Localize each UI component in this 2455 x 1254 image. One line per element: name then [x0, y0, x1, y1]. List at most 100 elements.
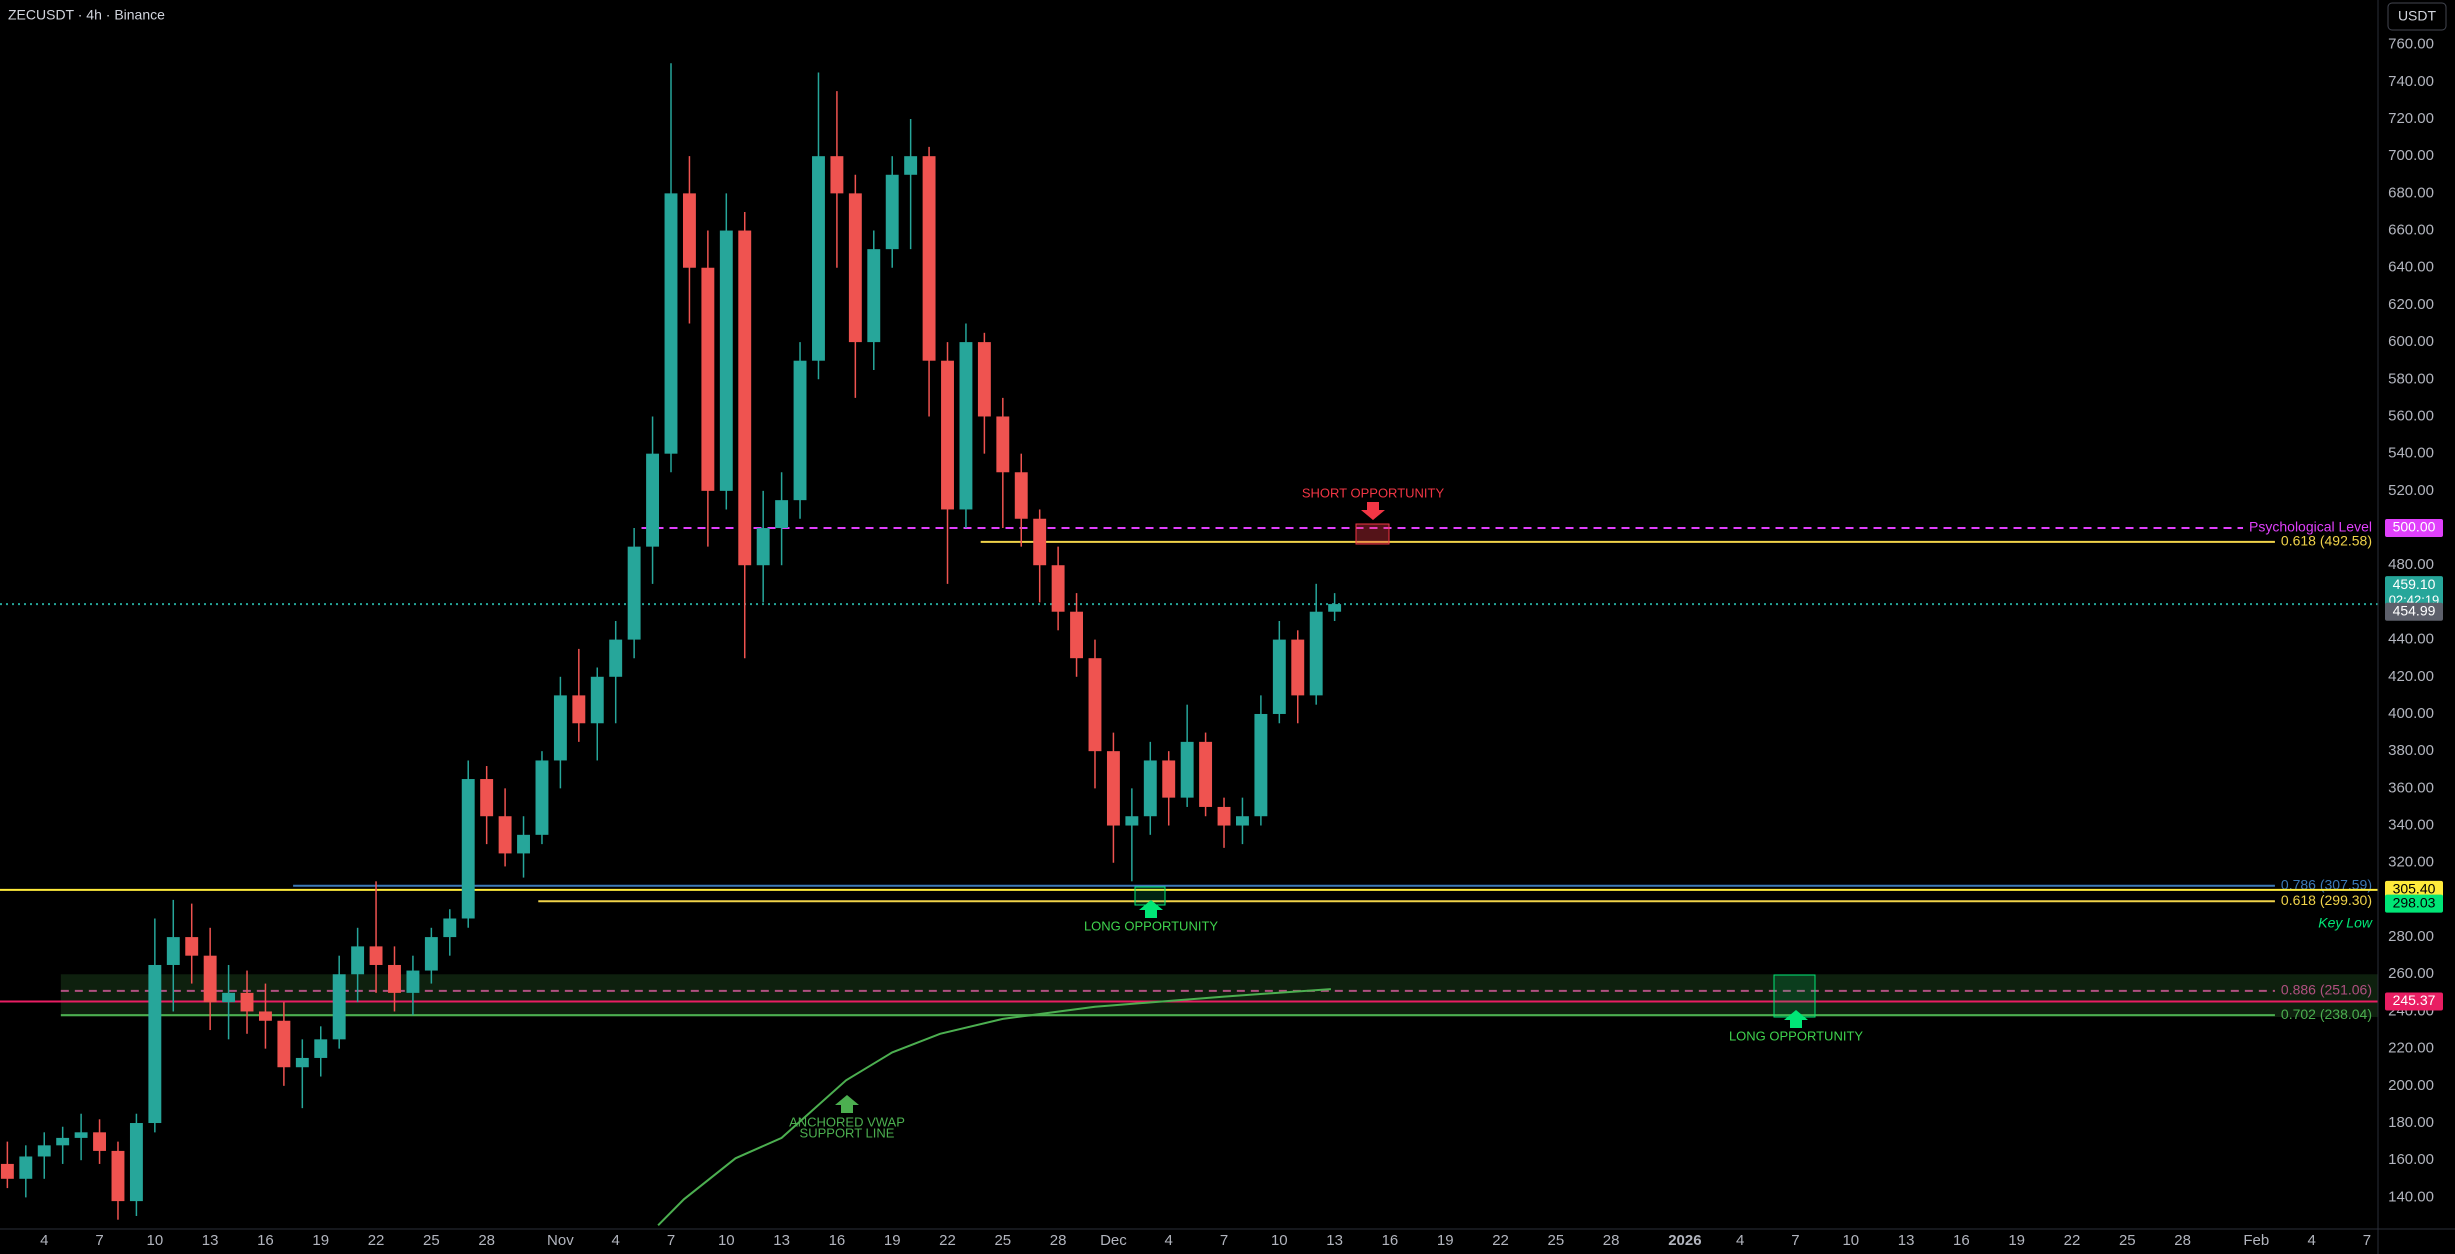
level-label: 0.786 (307.59): [2281, 876, 2372, 892]
candle-body: [646, 453, 660, 547]
y-tick-label: 640.00: [2388, 259, 2434, 276]
candle-body: [572, 695, 586, 724]
level-label: 0.618 (492.58): [2281, 533, 2372, 549]
x-tick-label: 7: [1791, 1232, 1799, 1249]
candle-body: [351, 946, 365, 975]
y-tick-label: 700.00: [2388, 147, 2434, 164]
candle-body: [1033, 518, 1047, 566]
candle-body: [56, 1137, 70, 1146]
candle-body: [37, 1145, 51, 1157]
x-tick-label: 4: [40, 1232, 48, 1249]
price-tag: [2385, 519, 2443, 538]
x-tick-label: 28: [1603, 1232, 1620, 1249]
candle-body: [295, 1057, 309, 1068]
x-tick-label: 13: [1898, 1232, 1915, 1249]
x-tick-label: 10: [718, 1232, 735, 1249]
candle-body: [904, 156, 918, 175]
y-tick-label: 220.00: [2388, 1040, 2434, 1057]
price-tag-label: 245.37: [2393, 992, 2436, 1008]
candle-body: [1162, 760, 1176, 798]
y-tick-label: 280.00: [2388, 928, 2434, 945]
candle-body: [830, 156, 844, 194]
candle-body: [977, 342, 991, 417]
x-tick-label: 10: [1842, 1232, 1859, 1249]
x-tick-label: 7: [667, 1232, 675, 1249]
candle-body: [1180, 741, 1194, 798]
candle-body: [1125, 816, 1139, 826]
x-tick-label: 10: [1271, 1232, 1288, 1249]
x-tick-label: 16: [1953, 1232, 1970, 1249]
y-tick-label: 740.00: [2388, 73, 2434, 90]
x-tick-label: 22: [368, 1232, 385, 1249]
symbol-title: ZECUSDT · 4h · Binance: [8, 7, 165, 23]
candle-body: [609, 639, 623, 677]
level-label: 0.886 (251.06): [2281, 982, 2372, 998]
y-tick-label: 560.00: [2388, 407, 2434, 424]
x-tick-label: 19: [884, 1232, 901, 1249]
candle-body: [111, 1150, 125, 1202]
y-tick-label: 440.00: [2388, 631, 2434, 648]
candle-body: [0, 1163, 14, 1179]
candle-body: [1328, 604, 1342, 612]
candle-body: [719, 230, 733, 491]
x-tick-label: 16: [257, 1232, 274, 1249]
y-tick-label: 520.00: [2388, 482, 2434, 499]
currency-button[interactable]: [2387, 2, 2447, 31]
annotation: LONG OPPORTUNITY: [1084, 918, 1218, 933]
candle-body: [1236, 816, 1249, 826]
candle-body: [388, 964, 401, 993]
candle-body: [627, 546, 641, 640]
candle-body: [756, 528, 770, 566]
candle-body: [240, 992, 254, 1012]
candle-body: [996, 416, 1010, 473]
candle-body: [93, 1132, 106, 1151]
candle-body: [314, 1039, 328, 1058]
level-note: Key Low: [2318, 914, 2373, 930]
x-tick-label: 19: [312, 1232, 329, 1249]
support-zone: [60, 974, 2379, 1018]
x-tick-label: 25: [2119, 1232, 2136, 1249]
candle-body: [1143, 760, 1157, 817]
x-tick-label: 7: [2363, 1232, 2371, 1249]
zone-box: [1773, 974, 1816, 1018]
candles-layer: [0, 63, 1342, 1227]
candle-body: [535, 760, 549, 835]
candle-body: [148, 964, 162, 1124]
candle-body: [1199, 741, 1213, 807]
zone-box: [1355, 523, 1390, 545]
x-tick-label: 7: [95, 1232, 103, 1249]
candle-body: [258, 1011, 272, 1021]
x-tick-label: 13: [1326, 1232, 1343, 1249]
y-tick-label: 580.00: [2388, 370, 2434, 387]
candle-body: [1272, 639, 1286, 714]
candle-body: [1291, 639, 1305, 696]
x-tick-label: 19: [2008, 1232, 2025, 1249]
candle-body: [1217, 806, 1231, 826]
x-tick-label: 28: [2174, 1232, 2191, 1249]
y-tick-label: 180.00: [2388, 1114, 2434, 1131]
candle-body: [277, 1020, 291, 1068]
y-tick-label: 660.00: [2388, 222, 2434, 239]
y-tick-label: 200.00: [2388, 1077, 2434, 1094]
zone-layer: [60, 974, 2379, 1018]
candle-body: [664, 193, 678, 454]
x-tick-label: 28: [1050, 1232, 1067, 1249]
candle-body: [498, 816, 512, 854]
candle-body: [203, 955, 217, 1003]
currency-label[interactable]: USDT: [2398, 8, 2437, 24]
y-tick-label: 680.00: [2388, 184, 2434, 201]
candle-body: [1309, 611, 1323, 696]
x-tick-label: 13: [202, 1232, 219, 1249]
candle-body: [812, 156, 825, 361]
candle-body: [682, 193, 696, 268]
y-tick-label: 380.00: [2388, 742, 2434, 759]
tags-layer: 500.00459.1002:42:19454.99305.40298.0324…: [2385, 519, 2443, 1011]
x-tick-label: Dec: [1100, 1232, 1127, 1249]
arrow: [835, 1095, 859, 1113]
candle-body: [74, 1132, 88, 1138]
candle-body: [129, 1123, 143, 1202]
vwap-line: [657, 988, 1331, 1227]
price-tag-label: 459.10: [2393, 576, 2436, 592]
